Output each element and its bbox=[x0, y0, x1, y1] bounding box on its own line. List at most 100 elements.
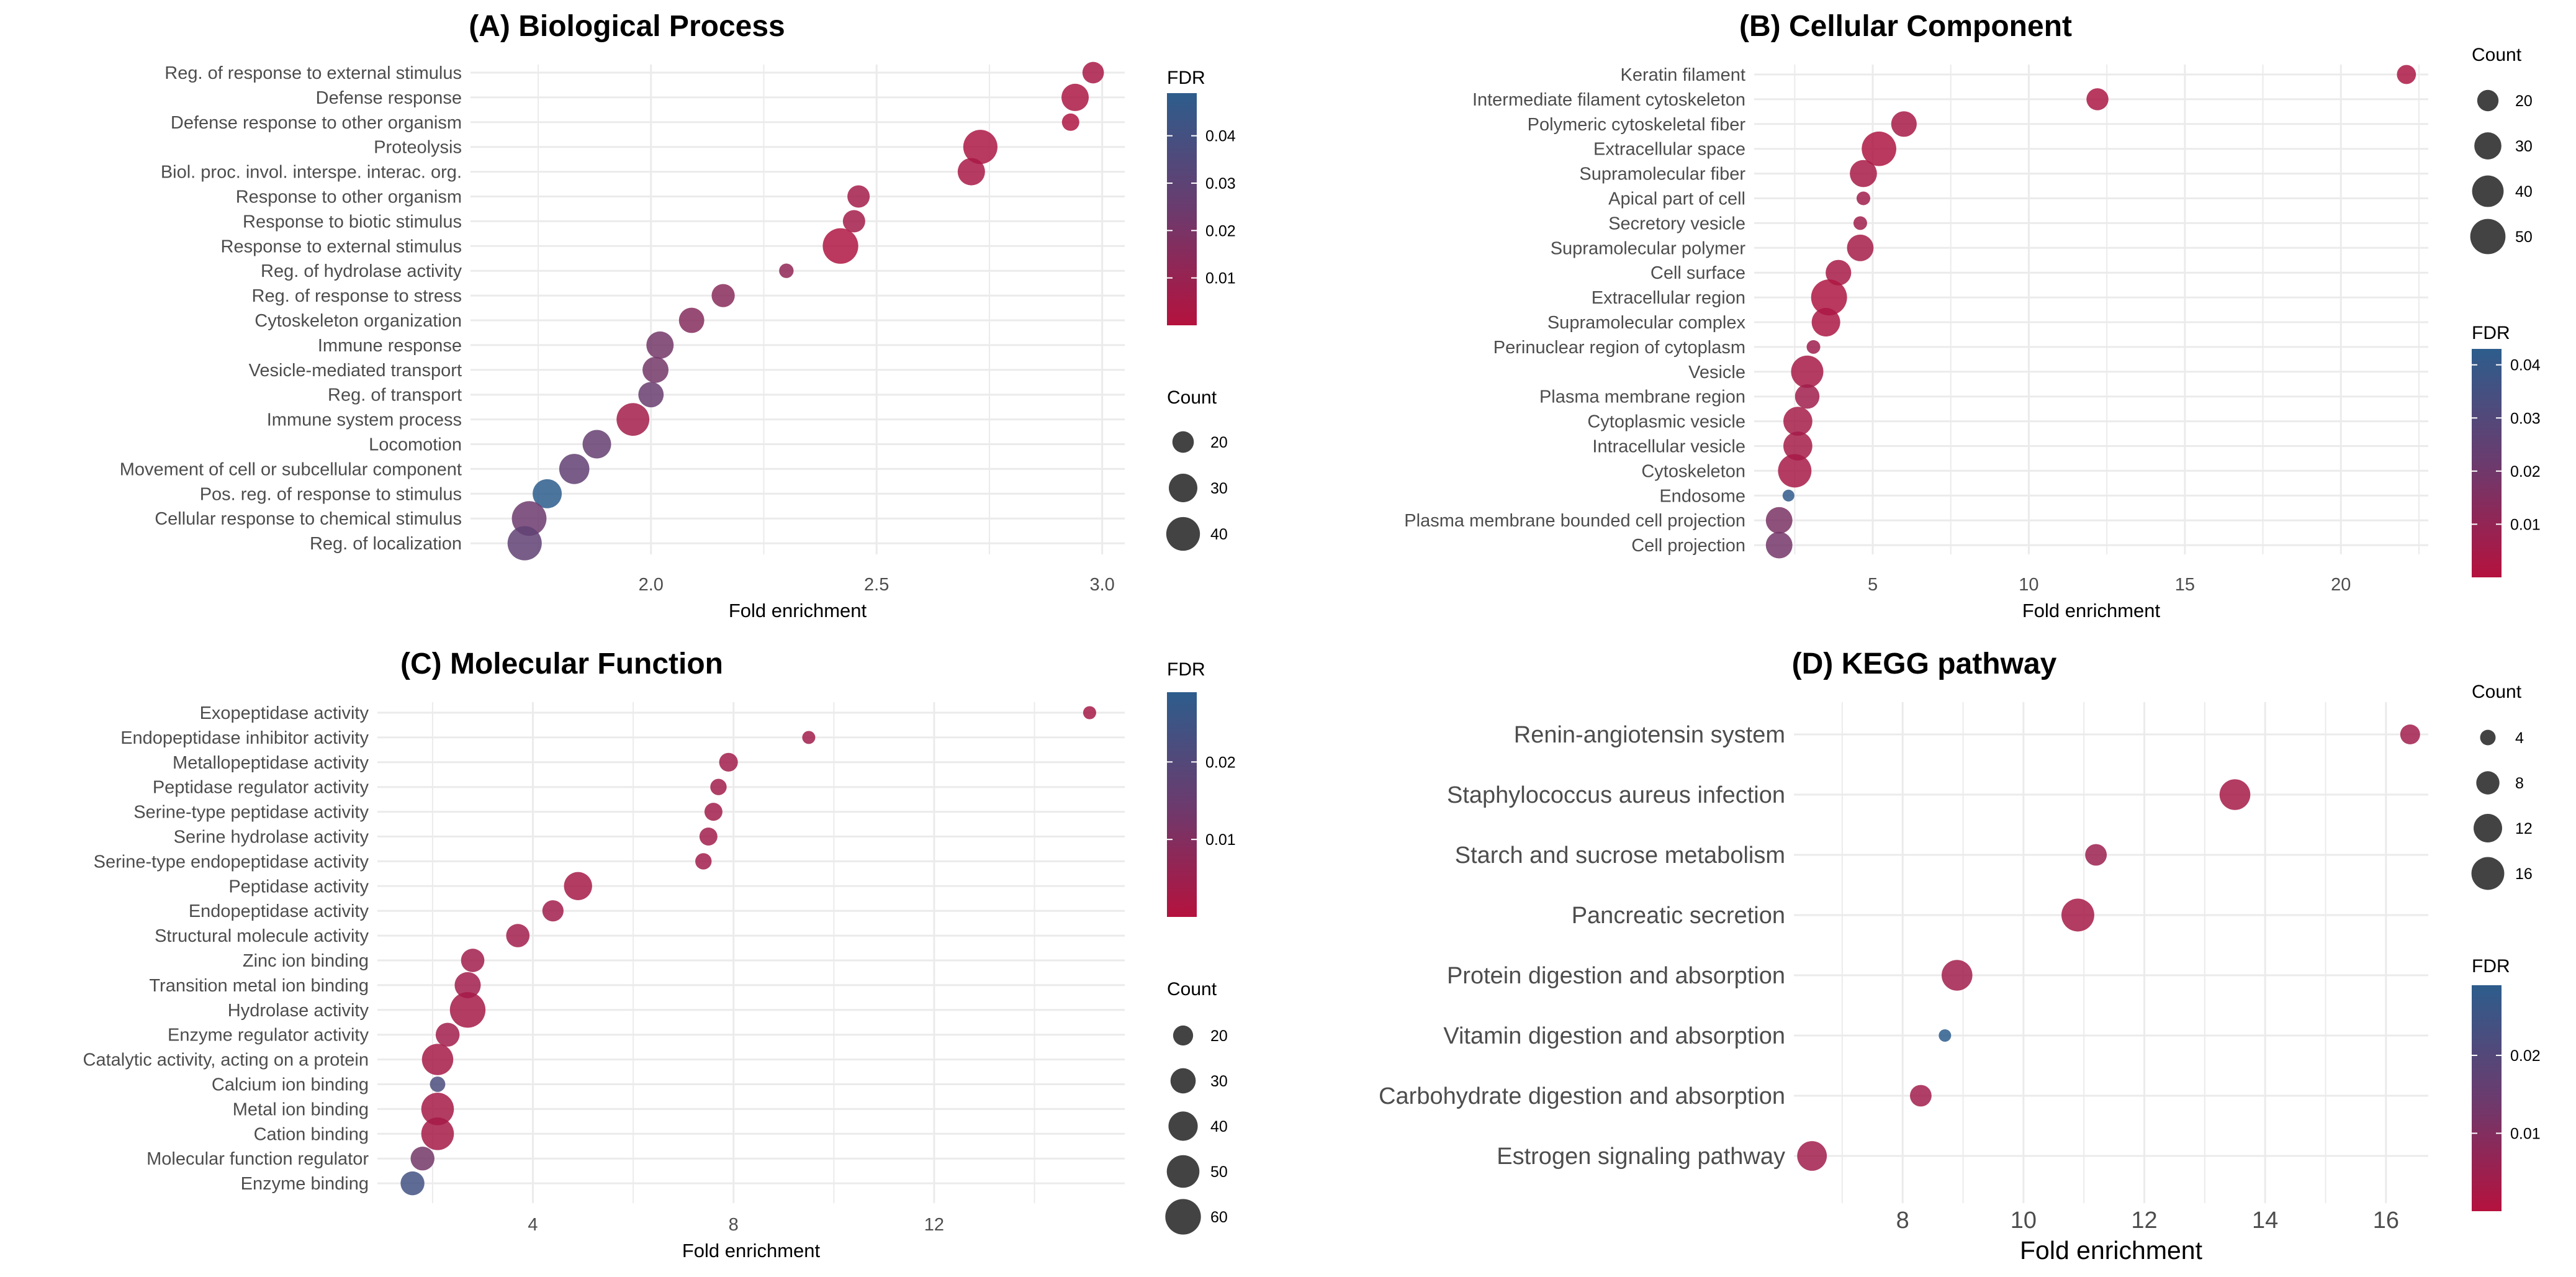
data-point bbox=[1061, 113, 1079, 131]
x-tick-label: 12 bbox=[924, 1215, 944, 1235]
data-point bbox=[957, 158, 985, 186]
data-point bbox=[2086, 88, 2109, 111]
y-term-label: Cell surface bbox=[1651, 263, 1745, 283]
y-term-label: Protein digestion and absorption bbox=[1447, 963, 1785, 989]
data-point bbox=[779, 263, 794, 278]
x-axis-label: Fold enrichment bbox=[2022, 600, 2161, 621]
count-legend-label: 40 bbox=[1210, 526, 1228, 543]
y-term-label: Peptidase activity bbox=[228, 877, 369, 896]
data-point bbox=[421, 1044, 454, 1075]
y-term-label: Endosome bbox=[1659, 486, 1745, 506]
y-term-label: Immune response bbox=[318, 336, 462, 356]
y-term-label: Reg. of transport bbox=[328, 386, 462, 405]
data-point bbox=[802, 731, 816, 744]
y-term-label: Carbohydrate digestion and absorption bbox=[1379, 1083, 1785, 1109]
panel-3: (C) Molecular Function 4 8 12 Exopeptidase a… bbox=[83, 648, 1236, 1261]
panel-1: (A) Biological Process 2.0 2.5 3.0 Reg. of r… bbox=[120, 10, 1236, 621]
fdr-tick-label: 0.01 bbox=[2510, 516, 2541, 533]
data-point bbox=[1826, 259, 1852, 286]
fdr-tick-label: 0.04 bbox=[1205, 128, 1236, 145]
y-term-label: Supramolecular fiber bbox=[1579, 165, 1745, 184]
fdr-tick-label: 0.01 bbox=[2510, 1125, 2541, 1142]
count-legend-title: Count bbox=[1167, 387, 1217, 408]
data-point bbox=[1909, 1085, 1932, 1107]
fdr-colorbar bbox=[2472, 985, 2502, 1211]
count-legend-title: Count bbox=[2472, 682, 2522, 702]
y-term-label: Endopeptidase inhibitor activity bbox=[120, 728, 369, 748]
fdr-tick-label: 0.01 bbox=[1205, 831, 1236, 849]
count-legend-key bbox=[1170, 1068, 1196, 1094]
y-term-label: Exopeptidase activity bbox=[200, 703, 369, 723]
count-legend-key bbox=[2472, 175, 2504, 207]
y-term-label: Serine-type peptidase activity bbox=[133, 803, 369, 823]
y-term-label: Response to biotic stimulus bbox=[243, 212, 462, 232]
count-legend-title: Count bbox=[2472, 45, 2522, 65]
y-term-label: Cytoskeleton organization bbox=[254, 311, 462, 331]
data-point bbox=[699, 828, 718, 846]
y-term-label: Secretory vesicle bbox=[1608, 214, 1745, 233]
count-legend-key bbox=[2480, 729, 2496, 746]
x-tick-label: 16 bbox=[2373, 1207, 2399, 1234]
fdr-legend-title: FDR bbox=[2472, 323, 2510, 343]
x-tick-label: 15 bbox=[2175, 575, 2195, 595]
x-tick-label: 2.0 bbox=[639, 575, 664, 595]
data-point bbox=[1782, 489, 1795, 502]
y-term-label: Reg. of response to external stimulus bbox=[164, 63, 462, 83]
x-tick-label: 14 bbox=[2252, 1207, 2278, 1234]
data-point bbox=[1850, 160, 1877, 187]
count-legend-label: 16 bbox=[2515, 865, 2533, 883]
y-term-label: Vesicle bbox=[1688, 363, 1745, 382]
data-point bbox=[695, 853, 712, 870]
data-point bbox=[507, 526, 542, 561]
y-term-label: Perinuclear region of cytoplasm bbox=[1493, 338, 1745, 358]
y-term-label: Catalytic activity, acting on a protein bbox=[83, 1050, 369, 1070]
y-term-label: Serine hydrolase activity bbox=[174, 828, 369, 847]
data-point bbox=[506, 924, 530, 947]
data-point bbox=[1811, 308, 1840, 336]
y-term-label: Reg. of hydrolase activity bbox=[261, 261, 462, 281]
data-point bbox=[2219, 779, 2251, 810]
fdr-legend-title: FDR bbox=[1167, 659, 1205, 680]
data-point bbox=[1847, 234, 1874, 261]
data-point bbox=[454, 972, 481, 998]
data-point bbox=[1791, 355, 1824, 388]
y-term-label: Defense response to other organism bbox=[171, 113, 462, 133]
y-term-label: Reg. of localization bbox=[310, 534, 462, 554]
data-point bbox=[1811, 279, 1847, 316]
y-term-label: Metal ion binding bbox=[233, 1099, 369, 1119]
y-term-label: Plasma membrane bounded cell projection bbox=[1404, 511, 1745, 531]
fdr-legend-title: FDR bbox=[1167, 68, 1205, 88]
count-legend-label: 50 bbox=[1210, 1163, 1228, 1181]
x-axis-label: Fold enrichment bbox=[2020, 1236, 2203, 1265]
data-point bbox=[564, 872, 592, 900]
y-term-label: Vitamin digestion and absorption bbox=[1443, 1023, 1785, 1049]
count-legend-key bbox=[2471, 857, 2505, 890]
y-term-label: Enzyme binding bbox=[241, 1174, 369, 1194]
data-point bbox=[1795, 384, 1820, 409]
data-point bbox=[822, 228, 858, 264]
count-legend-key bbox=[1168, 1111, 1198, 1141]
data-point bbox=[678, 307, 705, 333]
data-point bbox=[616, 403, 650, 436]
data-point bbox=[1082, 61, 1104, 84]
y-term-label: Cation binding bbox=[254, 1124, 369, 1144]
data-point bbox=[847, 185, 870, 208]
x-tick-label: 10 bbox=[2019, 575, 2038, 595]
y-term-label: Molecular function regulator bbox=[146, 1149, 369, 1169]
y-term-label: Extracellular region bbox=[1592, 288, 1745, 308]
data-point bbox=[449, 992, 486, 1028]
data-point bbox=[533, 479, 562, 508]
y-term-label: Vesicle-mediated transport bbox=[249, 361, 462, 381]
panel-title: (D) KEGG pathway bbox=[1792, 648, 2057, 680]
data-point bbox=[461, 949, 485, 972]
y-term-label: Calcium ion binding bbox=[212, 1075, 369, 1095]
y-term-label: Supramolecular complex bbox=[1547, 313, 1746, 333]
count-legend-label: 40 bbox=[1210, 1118, 1228, 1135]
count-legend-key bbox=[2474, 814, 2502, 842]
data-point bbox=[400, 1171, 425, 1196]
count-legend-label: 20 bbox=[1210, 1027, 1228, 1045]
fdr-legend-title: FDR bbox=[2472, 956, 2510, 977]
data-point bbox=[842, 210, 865, 233]
data-point bbox=[1778, 454, 1812, 488]
data-point bbox=[1797, 1141, 1827, 1171]
